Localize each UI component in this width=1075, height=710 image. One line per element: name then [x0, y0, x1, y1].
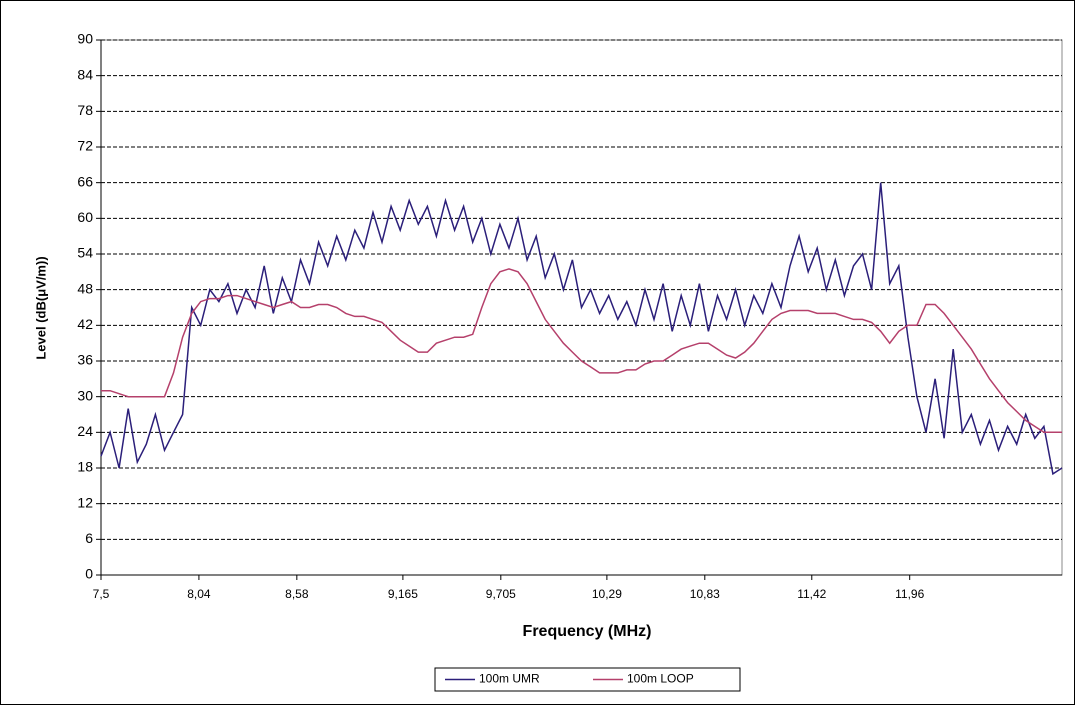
x-axis-label: Frequency (MHz) [523, 623, 652, 640]
y-tick-label: 78 [77, 102, 93, 118]
y-tick-label: 12 [77, 494, 93, 510]
y-tick-label: 0 [85, 566, 93, 582]
x-tick-label: 9,165 [388, 587, 418, 601]
legend-box [434, 667, 741, 692]
x-tick-label: 9,705 [486, 587, 516, 601]
y-tick-label: 48 [77, 280, 93, 296]
x-tick-label: 10,29 [592, 587, 622, 601]
y-tick-label: 84 [77, 66, 93, 82]
y-axis-label: Level (dB(μV/m)) [33, 256, 48, 359]
y-tick-label: 72 [77, 138, 93, 154]
y-tick-label: 60 [77, 209, 93, 225]
y-tick-label: 18 [77, 459, 93, 475]
x-tick-label: 8,04 [187, 587, 211, 601]
y-tick-label: 30 [77, 387, 93, 403]
y-tick-label: 24 [77, 423, 93, 439]
y-tick-label: 36 [77, 352, 93, 368]
x-tick-label: 11,96 [895, 587, 924, 601]
x-tick-label: 8,58 [285, 587, 309, 601]
y-tick-label: 66 [77, 173, 93, 189]
x-tick-label: 7,5 [93, 587, 110, 601]
series-line [100, 182, 1063, 476]
series-line [101, 268, 1062, 434]
y-tick-label: 54 [77, 245, 93, 261]
legend-label: 100m LOOP [627, 672, 694, 686]
y-tick-label: 6 [85, 530, 93, 546]
x-tick-label: 10,83 [690, 587, 720, 601]
legend-label: 100m UMR [479, 672, 540, 686]
y-tick-label: 42 [77, 316, 93, 332]
y-tick-label: 90 [77, 31, 93, 47]
x-tick-label: 11,42 [797, 587, 826, 601]
